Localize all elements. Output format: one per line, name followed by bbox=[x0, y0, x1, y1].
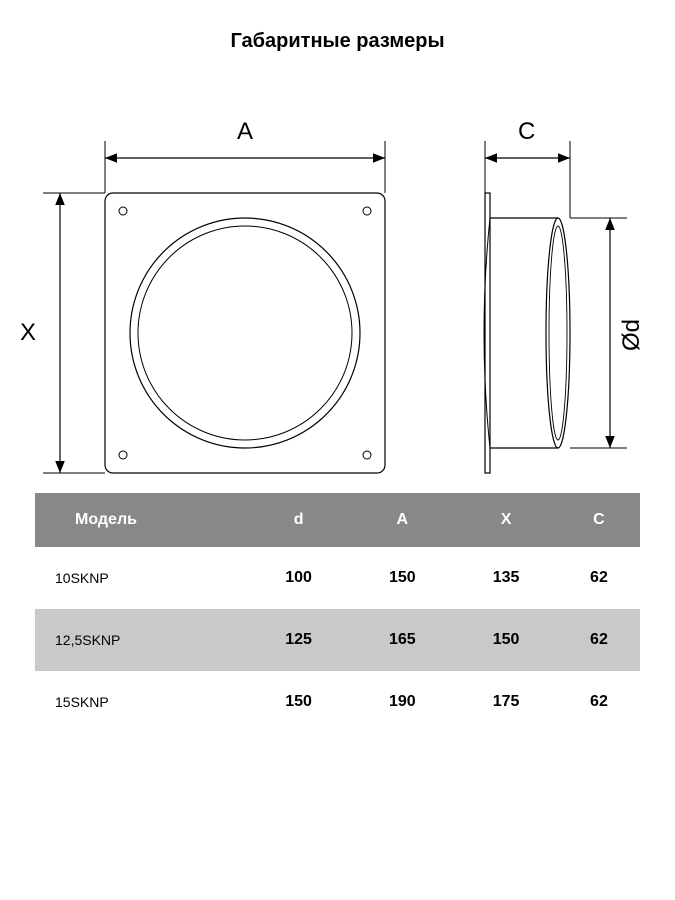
cell-model: 12,5SKNP bbox=[35, 609, 247, 671]
side-view bbox=[484, 141, 627, 473]
col-c: C bbox=[558, 493, 640, 547]
spec-table-header-row: Модель d A X C bbox=[35, 493, 640, 547]
spec-table-area: Модель d A X C 10SKNP 100 150 135 62 12,… bbox=[35, 493, 640, 733]
cell-a: 150 bbox=[350, 547, 454, 609]
diagram-svg bbox=[0, 63, 675, 483]
diagram-area: A X C Ød bbox=[0, 63, 675, 483]
cell-c: 62 bbox=[558, 547, 640, 609]
dim-label-c: C bbox=[518, 118, 535, 146]
cell-d: 150 bbox=[247, 671, 351, 733]
col-model: Модель bbox=[35, 493, 247, 547]
table-row: 10SKNP 100 150 135 62 bbox=[35, 547, 640, 609]
dim-label-d: Ød bbox=[618, 319, 646, 351]
spec-table: Модель d A X C 10SKNP 100 150 135 62 12,… bbox=[35, 493, 640, 733]
cell-x: 150 bbox=[454, 609, 558, 671]
cell-a: 165 bbox=[350, 609, 454, 671]
dim-label-x: X bbox=[20, 319, 36, 347]
cell-a: 190 bbox=[350, 671, 454, 733]
table-row: 15SKNP 150 190 175 62 bbox=[35, 671, 640, 733]
page: Габаритные размеры bbox=[0, 0, 675, 900]
cell-c: 62 bbox=[558, 671, 640, 733]
page-title: Габаритные размеры bbox=[0, 0, 675, 63]
cell-x: 175 bbox=[454, 671, 558, 733]
table-row: 12,5SKNP 125 165 150 62 bbox=[35, 609, 640, 671]
col-d: d bbox=[247, 493, 351, 547]
cell-x: 135 bbox=[454, 547, 558, 609]
cell-d: 125 bbox=[247, 609, 351, 671]
cell-model: 10SKNP bbox=[35, 547, 247, 609]
col-a: A bbox=[350, 493, 454, 547]
cell-model: 15SKNP bbox=[35, 671, 247, 733]
col-x: X bbox=[454, 493, 558, 547]
cell-d: 100 bbox=[247, 547, 351, 609]
dim-label-a: A bbox=[237, 118, 253, 146]
front-view bbox=[43, 141, 385, 473]
cell-c: 62 bbox=[558, 609, 640, 671]
